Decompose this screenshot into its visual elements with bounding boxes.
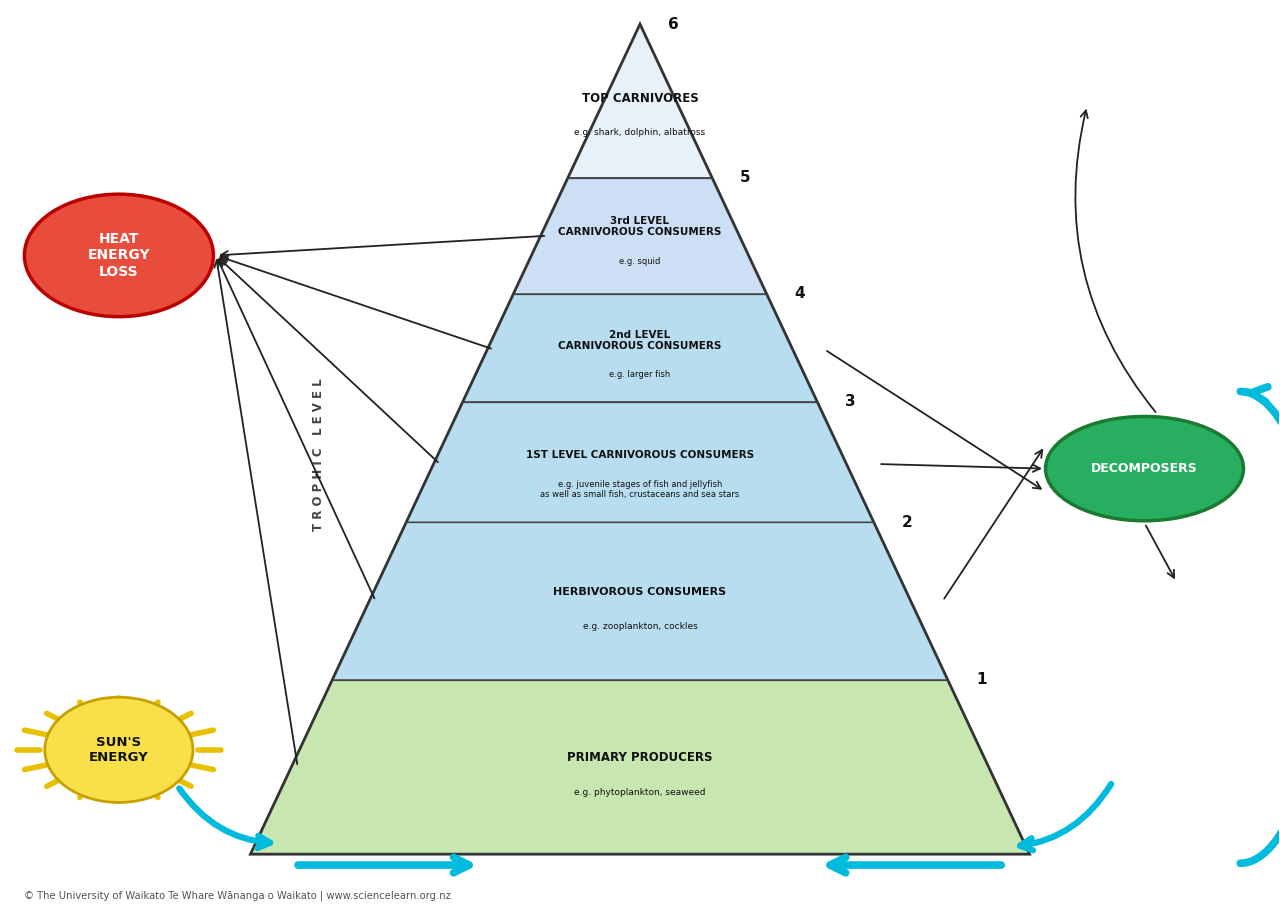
- Text: e.g. juvenile stages of fish and jellyfish
as well as small fish, crustaceans an: e.g. juvenile stages of fish and jellyfi…: [540, 480, 740, 499]
- Polygon shape: [333, 522, 947, 680]
- Text: e.g. shark, dolphin, albatross: e.g. shark, dolphin, albatross: [575, 128, 705, 137]
- Polygon shape: [568, 24, 712, 177]
- Circle shape: [45, 697, 193, 803]
- Text: HEAT
ENERGY
LOSS: HEAT ENERGY LOSS: [87, 232, 150, 278]
- Text: © The University of Waikato Te Whare Wānanga o Waikato | www.sciencelearn.org.nz: © The University of Waikato Te Whare Wān…: [24, 891, 451, 901]
- Polygon shape: [406, 402, 874, 522]
- Ellipse shape: [24, 194, 214, 317]
- Text: 5: 5: [740, 170, 751, 185]
- Polygon shape: [463, 294, 817, 402]
- Text: 2: 2: [902, 515, 913, 530]
- Text: e.g. zooplankton, cockles: e.g. zooplankton, cockles: [582, 622, 698, 631]
- Text: e.g. phytoplankton, seaweed: e.g. phytoplankton, seaweed: [575, 788, 705, 797]
- Text: 3rd LEVEL
CARNIVOROUS CONSUMERS: 3rd LEVEL CARNIVOROUS CONSUMERS: [558, 216, 722, 238]
- Text: 6: 6: [668, 16, 678, 32]
- Text: SUN'S
ENERGY: SUN'S ENERGY: [90, 736, 148, 763]
- Text: 3: 3: [845, 394, 856, 410]
- Text: e.g. larger fish: e.g. larger fish: [609, 370, 671, 379]
- Text: 1ST LEVEL CARNIVOROUS CONSUMERS: 1ST LEVEL CARNIVOROUS CONSUMERS: [526, 450, 754, 460]
- Text: T R O P H I C   L E V E L: T R O P H I C L E V E L: [311, 379, 325, 531]
- Polygon shape: [251, 680, 1029, 854]
- Text: 2nd LEVEL
CARNIVOROUS CONSUMERS: 2nd LEVEL CARNIVOROUS CONSUMERS: [558, 329, 722, 351]
- Text: HERBIVOROUS CONSUMERS: HERBIVOROUS CONSUMERS: [553, 587, 727, 597]
- Text: e.g. squid: e.g. squid: [620, 257, 660, 266]
- Text: DECOMPOSERS: DECOMPOSERS: [1091, 462, 1198, 475]
- Text: 4: 4: [795, 287, 805, 301]
- Polygon shape: [513, 177, 767, 294]
- Text: 1: 1: [975, 672, 987, 687]
- Text: TOP CARNIVORES: TOP CARNIVORES: [581, 92, 699, 105]
- Text: PRIMARY PRODUCERS: PRIMARY PRODUCERS: [567, 752, 713, 764]
- Ellipse shape: [1046, 417, 1243, 521]
